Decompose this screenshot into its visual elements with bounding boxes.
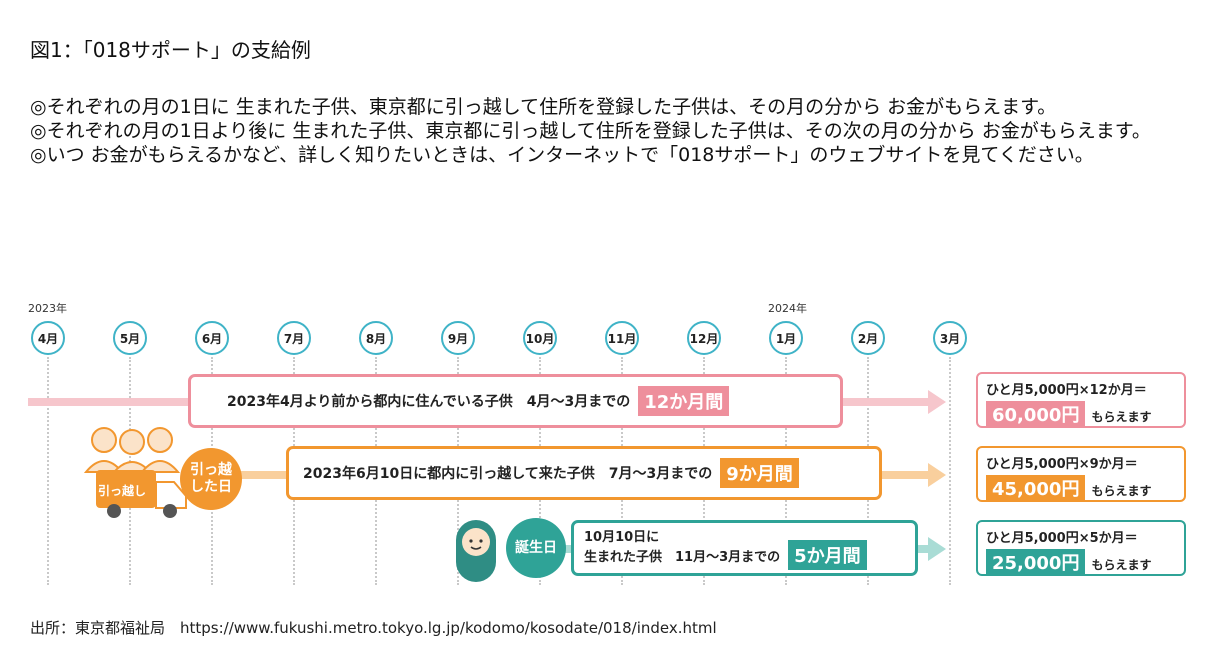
row3-band: 10月10日に 生まれた子供 11月～3月までの 5か月間 [571,520,918,576]
row3-suffix: もらえます [1091,558,1152,572]
row1-text: 2023年4月より前から都内に住んでいる子供 4月～3月までの [227,394,631,410]
birthday-badge: 誕生日 [506,518,566,578]
row3-arrow-icon [928,537,946,561]
row1-amount: 60,000円 [986,401,1086,427]
row1-arrow-icon [928,390,946,414]
year-end-label: 2024年 [768,302,807,315]
row2-arrow-icon [928,463,946,487]
row3-text-line1: 10月10日に [584,530,660,545]
row3-duration: 5か月間 [788,540,867,570]
grid-line [47,357,49,585]
month-5: 5月 [113,321,147,355]
truck-label: 引っ越し [98,484,147,498]
row2-suffix: もらえます [1091,484,1152,498]
row3-result: ひと月5,000円×5か月＝ 25,000円 もらえます [976,520,1186,576]
row3-calc: ひと月5,000円×5か月＝ [986,531,1138,546]
month-12: 12月 [687,321,721,355]
row2-band: 2023年6月10日に都内に引っ越して来た子供 7月～3月までの 9か月間 [286,446,882,500]
month-7: 7月 [277,321,311,355]
month-8: 8月 [359,321,393,355]
month-10: 10月 [523,321,557,355]
month-6: 6月 [195,321,229,355]
row2-result: ひと月5,000円×9か月＝ 45,000円 もらえます [976,446,1186,502]
grid-line [949,357,951,585]
figure-title: 図1：「018サポート」の支給例 [30,38,311,62]
row1-calc: ひと月5,000円×12か月＝ [986,383,1147,398]
moving-truck-icon [96,470,187,518]
month-9: 9月 [441,321,475,355]
family-icon [83,427,181,473]
row3-text-line2: 生まれた子供 11月～3月までの [584,550,781,565]
moving-day-badge: 引っ越した日 [180,448,242,510]
row2-duration: 9か月間 [720,458,799,488]
description-line-2: ◎それぞれの月の1日より後に 生まれた子供、東京都に引っ越して住所を登録した子供… [30,120,1151,142]
month-3: 3月 [933,321,967,355]
source-note: 出所：東京都福祉局 https://www.fukushi.metro.toky… [30,619,717,637]
month-4: 4月 [31,321,65,355]
row1-result: ひと月5,000円×12か月＝ 60,000円 もらえます [976,372,1186,428]
month-1: 1月 [769,321,803,355]
year-start-label: 2023年 [28,302,67,315]
row1-suffix: もらえます [1091,410,1152,424]
row2-calc: ひと月5,000円×9か月＝ [986,457,1138,472]
description-line-1: ◎それぞれの月の1日に 生まれた子供、東京都に引っ越して住所を登録した子供は、そ… [30,96,1057,118]
baby-icon [456,520,496,582]
row3-amount: 25,000円 [986,549,1086,575]
description: ◎それぞれの月の1日に 生まれた子供、東京都に引っ越して住所を登録した子供は、そ… [30,95,1190,167]
description-line-3: ◎いつ お金がもらえるかなど、詳しく知りたいときは、インターネットで「018サポ… [30,144,1094,166]
month-2: 2月 [851,321,885,355]
row1-duration: 12か月間 [638,386,730,416]
month-11: 11月 [605,321,639,355]
row3-text: 10月10日に 生まれた子供 11月～3月までの [584,528,780,568]
row2-amount: 45,000円 [986,475,1086,501]
row2-text: 2023年6月10日に都内に引っ越して来た子供 7月～3月までの [303,466,713,482]
row1-band: 2023年4月より前から都内に住んでいる子供 4月～3月までの 12か月間 [188,374,843,428]
